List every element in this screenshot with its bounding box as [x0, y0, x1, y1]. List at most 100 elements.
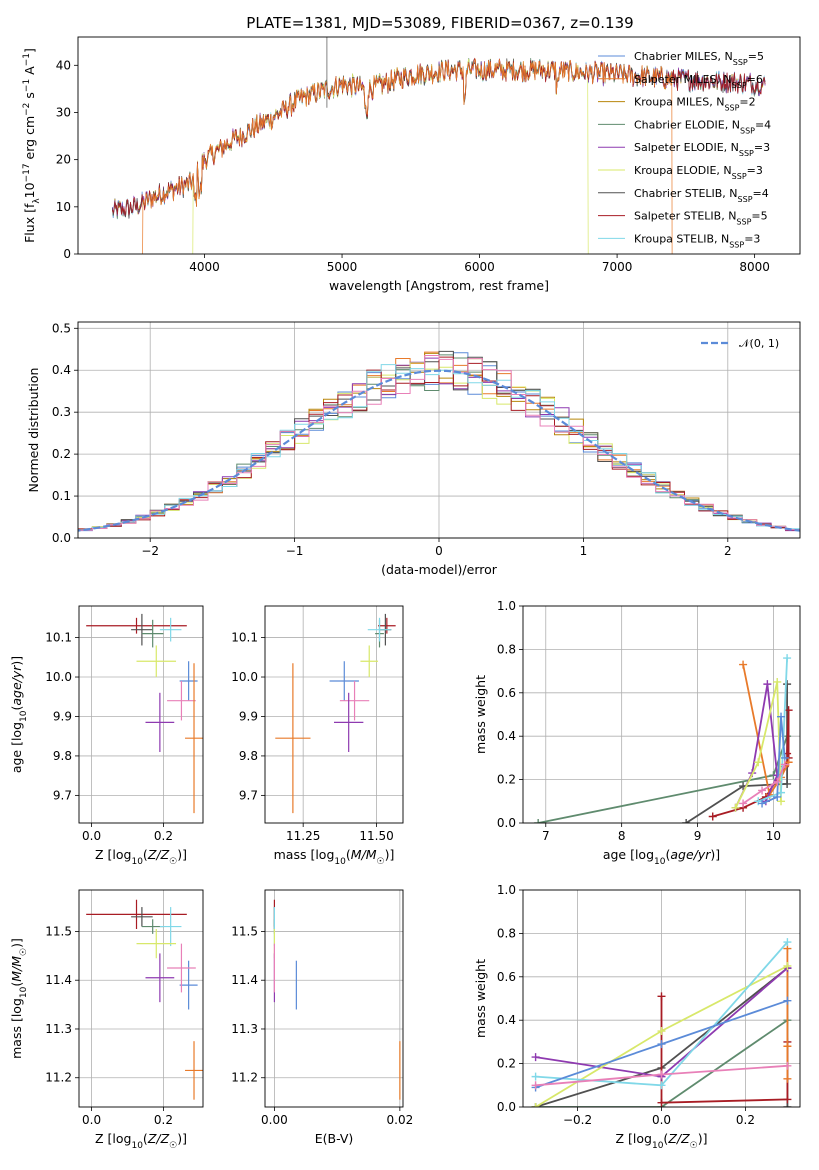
label-part: ☉ [377, 857, 385, 867]
label-part: −2 [22, 103, 32, 116]
label-part: 10 [652, 1141, 664, 1151]
weight-marker [783, 1042, 792, 1051]
legend-sub: SSP [733, 58, 748, 67]
label-part: −17 [22, 163, 32, 182]
weight-marker [739, 799, 748, 808]
y-tick-label: 11.3 [45, 1022, 72, 1036]
legend-sub: SSP [740, 126, 755, 135]
figure-title: PLATE=1381, MJD=53089, FIBERID=0367, z=0… [246, 14, 633, 32]
label-part: mass weight [473, 675, 488, 754]
y-tick-label: 0.8 [497, 642, 516, 656]
label-part: λ [32, 198, 42, 204]
y-tick-label: 0.4 [52, 363, 71, 377]
label-part: )] [9, 656, 24, 666]
x-axis-label: Z [log10(Z/Z☉)] [616, 1131, 708, 1151]
legend-text: Chabrier MILES, N [634, 50, 733, 63]
label-part: 10 [654, 857, 666, 867]
mass_vs_EBV-panel: 0.00 0.02 11.2 11.3 11.4 11.5 E(B-V) [231, 889, 413, 1146]
label-part: ( [346, 847, 351, 862]
label-part: age/yr [670, 847, 711, 862]
x-tick-label: 1 [580, 544, 588, 558]
y-tick-label: 0.4 [497, 1013, 516, 1027]
label-part: Z/Z [147, 847, 170, 862]
weight-series-line [761, 716, 786, 805]
y-tick-label: 9.8 [53, 749, 72, 763]
weight-marker [783, 996, 792, 1005]
y-tick-label: 0.4 [497, 729, 516, 743]
weight-marker [708, 812, 717, 821]
normal-curve [78, 369, 800, 532]
weight-series-line [742, 764, 786, 805]
weight-marker [657, 992, 666, 1001]
weight-marker [763, 680, 772, 689]
x-axis-label: (data-model)/error [381, 562, 498, 577]
label-part: age [log [603, 847, 654, 862]
weight-marker [783, 1103, 792, 1107]
label-part: mass weight [473, 959, 488, 1038]
y-axis-label: mass weight [473, 959, 488, 1038]
label-part: ☉ [169, 1141, 177, 1151]
y-tick-label: 0.6 [497, 686, 516, 700]
x-tick-label: 11.25 [286, 829, 320, 843]
legend-text: Chabrier STELIB, N [634, 187, 738, 200]
label-part: 10 [22, 182, 37, 198]
weight-series-line [734, 683, 779, 809]
weight-marker [780, 760, 789, 769]
label-part: Normed distribution [26, 368, 41, 493]
legend-text: Salpeter MILES, N [634, 73, 732, 86]
weight-marker [784, 706, 793, 715]
y-tick-label: 10.0 [45, 670, 72, 684]
weight-marker [657, 1098, 666, 1107]
axes-frame [522, 605, 801, 824]
x-tick-label: 0 [435, 544, 443, 558]
y-tick-label: 30 [56, 105, 71, 119]
x-tick-label: 0.2 [736, 1113, 755, 1127]
y-tick-label: 0.2 [52, 447, 71, 461]
x-axis-label: E(B-V) [315, 1131, 354, 1146]
legend-sub: SSP [724, 103, 739, 112]
label-part: M/M [9, 956, 24, 982]
label-part: 10 [131, 857, 143, 867]
legend-value: =5 [751, 210, 767, 223]
label-part: s [22, 92, 37, 103]
label-part: ☉ [19, 948, 29, 956]
legend-value: =6 [747, 73, 763, 86]
x-tick-label: −1 [286, 544, 304, 558]
label-part: ☉ [690, 1141, 698, 1151]
weight-marker [783, 779, 792, 788]
label-part: 10 [19, 986, 29, 998]
weight-marker [777, 712, 786, 721]
weight-marker [657, 1070, 666, 1079]
x-tick-label: −0.2 [563, 1113, 592, 1127]
y-tick-label: 10.0 [231, 670, 258, 684]
legend-text: Salpeter STELIB, N [634, 210, 736, 223]
legend-value: =2 [739, 96, 755, 109]
weight_vs_Z-panel: −0.2 0.0 0.2 0.0 0.2 0.4 0.6 0.8 1.0 Z [log10(Z/Z… [473, 883, 801, 1151]
x-tick-label: 6000 [464, 260, 495, 274]
axes-frame [77, 36, 801, 255]
label-part: Z/Z [147, 1131, 170, 1146]
x-tick-label: 4000 [189, 260, 220, 274]
y-tick-label: 9.8 [239, 749, 258, 763]
label-part: ☉ [169, 857, 177, 867]
axes-frame [78, 889, 204, 1108]
weight-marker [777, 788, 786, 797]
weight-marker [739, 660, 748, 669]
label-part: ( [9, 706, 24, 711]
spectrum-panel: 4000 5000 6000 7000 8000 0 10 20 30 40 Chabrier MI… [22, 36, 801, 293]
mass_vs_Z-panel: 0.0 0.211.211.311.411.5Z [log10(Z/Z☉)]mas… [9, 889, 204, 1151]
label-part: ( [143, 847, 148, 862]
weight-marker [657, 1027, 666, 1036]
legend-value: =3 [754, 141, 770, 154]
histogram-series [78, 355, 800, 533]
label-part: Z [log [95, 847, 131, 862]
weight-marker [657, 1040, 666, 1049]
weight-marker [531, 1081, 540, 1090]
legend-label: Chabrier STELIB, NSSP=4 [634, 187, 769, 204]
x-tick-label: 0.2 [154, 1113, 173, 1127]
axes-frame [78, 605, 204, 824]
legend-sub: SSP [738, 194, 753, 203]
weight-marker [783, 654, 792, 663]
weight-marker [531, 1053, 540, 1062]
y-tick-label: 0 [63, 247, 71, 261]
